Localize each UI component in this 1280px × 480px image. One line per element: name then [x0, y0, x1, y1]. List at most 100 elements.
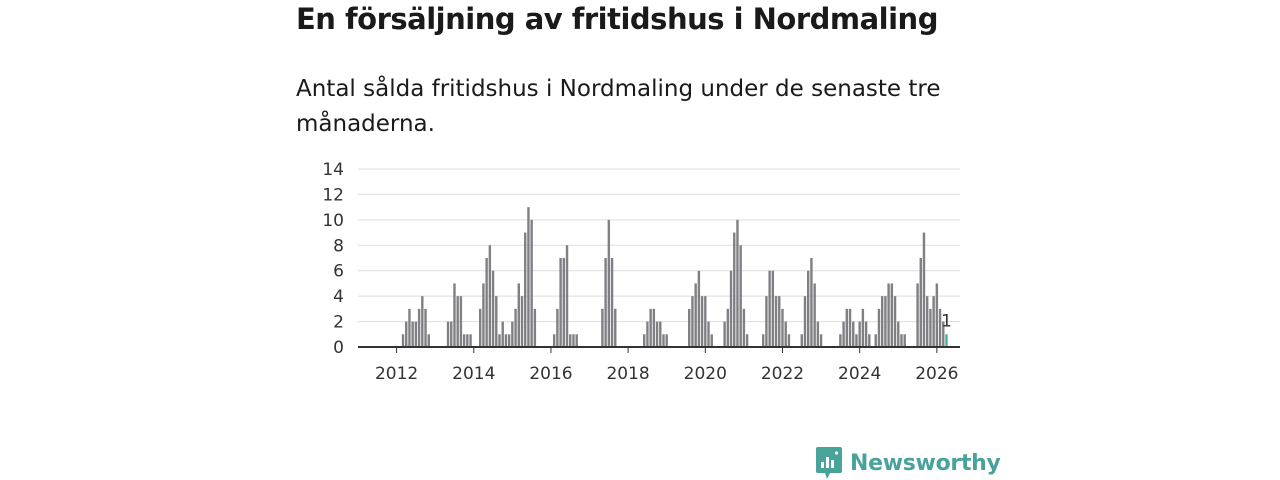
bar: [691, 296, 694, 347]
bar: [803, 296, 807, 347]
bar: [446, 321, 450, 347]
bar: [852, 321, 855, 347]
bar: [417, 308, 421, 347]
bar: [742, 308, 746, 347]
y-tick-label: 0: [333, 338, 344, 358]
bar: [530, 219, 533, 347]
bar: [733, 232, 736, 347]
bar: [778, 296, 781, 347]
bar: [781, 308, 784, 347]
bar: [807, 270, 810, 347]
y-tick-label: 10: [322, 211, 344, 231]
bar: [491, 270, 495, 347]
bar: [932, 296, 935, 347]
bar: [919, 258, 922, 347]
bar: [504, 334, 508, 347]
bar: [813, 283, 816, 347]
bar: [456, 296, 459, 347]
bar: [697, 270, 701, 347]
brand-name: Newsworthy: [850, 450, 1001, 476]
bar: [726, 308, 730, 347]
last-value-label: 1: [941, 311, 952, 331]
bar: [610, 258, 614, 347]
bar: [739, 245, 742, 347]
bar: [601, 308, 604, 347]
bar: [607, 219, 611, 347]
bar: [704, 296, 707, 347]
bar: [842, 321, 845, 347]
bar: [864, 321, 868, 347]
bar: [649, 308, 652, 347]
y-tick-label: 2: [333, 313, 344, 333]
bar: [527, 207, 530, 347]
bar: [665, 334, 668, 347]
bar: [659, 321, 662, 347]
bar: [861, 308, 865, 347]
bar: [688, 308, 691, 347]
bar: [466, 334, 469, 347]
bar: [887, 283, 890, 347]
bar: [572, 334, 575, 347]
y-axis: 0 2 4 6 8 10 12 14: [322, 160, 344, 358]
x-tick-label: 2026: [915, 364, 958, 384]
x-axis: 2012 2014 2016 2018 2020 2022 2024 2026: [358, 346, 960, 384]
x-tick-label: 2014: [452, 364, 495, 384]
bar: [700, 296, 704, 347]
bar: [556, 308, 559, 347]
bar: [848, 308, 852, 347]
bar: [938, 308, 942, 347]
y-tick-label: 14: [322, 160, 344, 180]
bar: [459, 296, 463, 347]
bar: [524, 232, 527, 347]
bar-latest: [945, 334, 948, 347]
bar: [800, 334, 803, 347]
bar: [893, 296, 897, 347]
bar: [765, 296, 768, 347]
bar: [559, 258, 562, 347]
bar: [520, 296, 524, 347]
y-tick-label: 6: [333, 262, 344, 282]
bar: [845, 308, 849, 347]
bar: [482, 283, 485, 347]
bar: [450, 321, 453, 347]
bar: [498, 334, 501, 347]
bar: [929, 308, 932, 347]
bar: [478, 308, 482, 347]
bar: [469, 334, 472, 347]
newsworthy-logo[interactable]: Newsworthy: [815, 446, 1001, 480]
bar: [784, 321, 787, 347]
bar: [501, 321, 504, 347]
bar: [707, 321, 710, 347]
bar: [774, 296, 778, 347]
bar: [507, 334, 511, 347]
bar: [646, 321, 649, 347]
x-tick-label: 2012: [375, 364, 418, 384]
bar: [916, 283, 919, 347]
bar: [925, 296, 929, 347]
bar: [411, 321, 414, 347]
bar: [890, 283, 894, 347]
bar: [884, 296, 887, 347]
bar: [855, 334, 858, 347]
bar: [405, 321, 408, 347]
chart-title: En försäljning av fritidshus i Nordmalin…: [296, 2, 938, 36]
bar: [552, 334, 556, 347]
bar: [745, 334, 749, 347]
bar: [723, 321, 726, 347]
bar: [652, 308, 656, 347]
bar: [511, 321, 514, 347]
bar: [816, 321, 820, 347]
bar: [514, 308, 517, 347]
bar: [565, 245, 569, 347]
newsworthy-logo-icon: [816, 447, 842, 479]
bar: [569, 334, 572, 347]
x-tick-label: 2020: [684, 364, 727, 384]
bar: [771, 270, 775, 347]
annotations: 1: [941, 311, 952, 331]
bar: [922, 232, 926, 347]
bar: [575, 334, 578, 347]
bar: [408, 308, 411, 347]
bar: [655, 321, 659, 347]
bar: [819, 334, 823, 347]
bar: [810, 258, 813, 347]
